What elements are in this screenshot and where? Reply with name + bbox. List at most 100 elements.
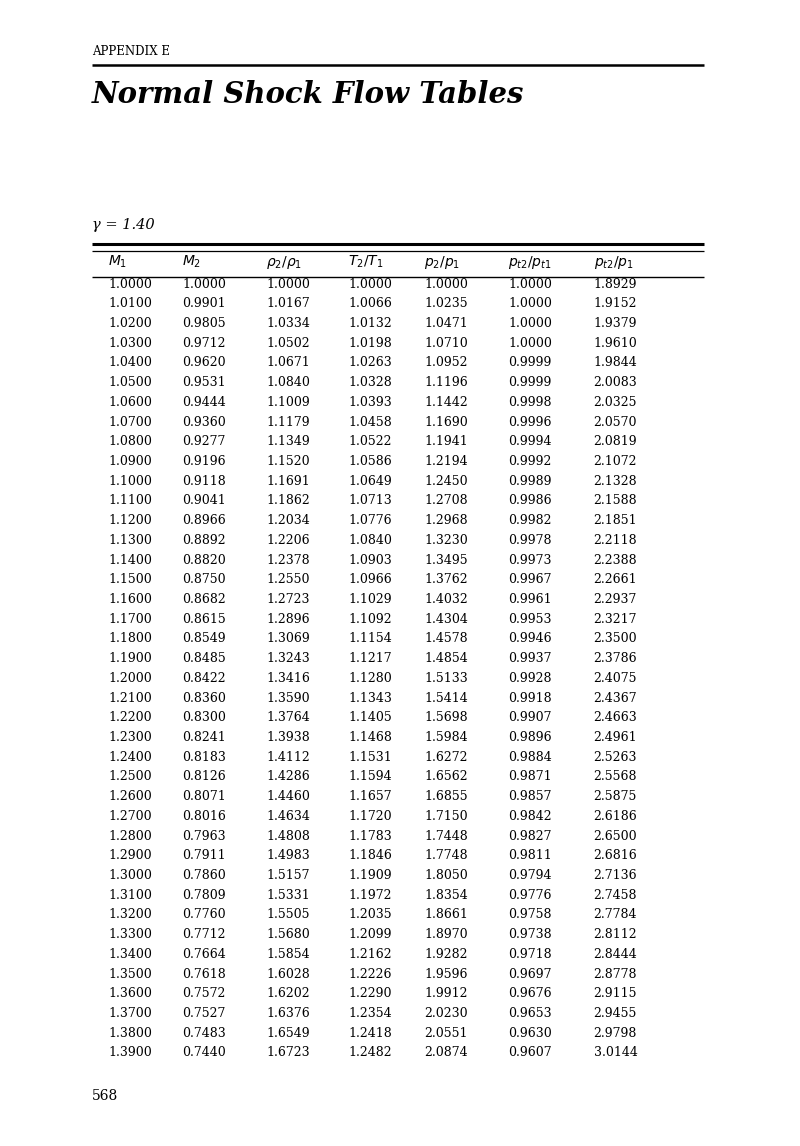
Text: 1.3243: 1.3243 xyxy=(266,652,310,665)
Text: 0.9620: 0.9620 xyxy=(182,356,226,369)
Text: 0.9937: 0.9937 xyxy=(508,652,551,665)
Text: 1.0713: 1.0713 xyxy=(348,494,392,508)
Text: 2.5263: 2.5263 xyxy=(594,751,637,763)
Text: 1.0263: 1.0263 xyxy=(348,356,392,369)
Text: 1.1783: 1.1783 xyxy=(348,830,392,842)
Text: 0.9994: 0.9994 xyxy=(508,435,551,448)
Text: 2.9798: 2.9798 xyxy=(594,1027,637,1039)
Text: 0.9982: 0.9982 xyxy=(508,515,551,527)
Text: 1.0000: 1.0000 xyxy=(108,277,152,291)
Text: 1.3416: 1.3416 xyxy=(266,672,310,685)
Text: 1.1349: 1.1349 xyxy=(266,435,310,448)
Text: 0.9805: 0.9805 xyxy=(182,317,226,330)
Text: 1.2550: 1.2550 xyxy=(266,573,310,587)
Text: 0.8183: 0.8183 xyxy=(182,751,226,763)
Text: 1.1009: 1.1009 xyxy=(266,395,310,409)
Text: 2.2118: 2.2118 xyxy=(594,534,638,547)
Text: 1.0903: 1.0903 xyxy=(348,554,392,566)
Text: 0.9827: 0.9827 xyxy=(508,830,551,842)
Text: 1.0393: 1.0393 xyxy=(348,395,392,409)
Text: 0.7483: 0.7483 xyxy=(182,1027,226,1039)
Text: 1.5414: 1.5414 xyxy=(424,691,468,705)
Text: 1.1972: 1.1972 xyxy=(348,888,391,902)
Text: 1.4112: 1.4112 xyxy=(266,751,310,763)
Text: 0.9794: 0.9794 xyxy=(508,869,551,882)
Text: 1.1343: 1.1343 xyxy=(348,691,392,705)
Text: 1.1500: 1.1500 xyxy=(108,573,152,587)
Text: 1.6855: 1.6855 xyxy=(424,790,468,803)
Text: 2.6500: 2.6500 xyxy=(594,830,638,842)
Text: 0.9946: 0.9946 xyxy=(508,633,552,645)
Text: 1.4854: 1.4854 xyxy=(424,652,468,665)
Text: 1.2206: 1.2206 xyxy=(266,534,310,547)
Text: 1.5331: 1.5331 xyxy=(266,888,310,902)
Text: 1.9282: 1.9282 xyxy=(424,948,467,960)
Text: 0.9978: 0.9978 xyxy=(508,534,551,547)
Text: 1.7150: 1.7150 xyxy=(424,810,468,823)
Text: $p_2/p_1$: $p_2/p_1$ xyxy=(424,254,460,270)
Text: 1.2226: 1.2226 xyxy=(348,967,391,981)
Text: 2.8112: 2.8112 xyxy=(594,928,638,941)
Text: 1.1300: 1.1300 xyxy=(108,534,152,547)
Text: 0.9758: 0.9758 xyxy=(508,909,551,921)
Text: 1.7448: 1.7448 xyxy=(424,830,468,842)
Text: 1.1941: 1.1941 xyxy=(424,435,468,448)
Text: 0.9118: 0.9118 xyxy=(182,474,226,488)
Text: 1.2896: 1.2896 xyxy=(266,613,310,626)
Text: γ = 1.40: γ = 1.40 xyxy=(92,218,154,233)
Text: 1.2290: 1.2290 xyxy=(348,987,391,1000)
Text: 1.0000: 1.0000 xyxy=(182,277,226,291)
Text: 1.1400: 1.1400 xyxy=(108,554,152,566)
Text: 1.6549: 1.6549 xyxy=(266,1027,310,1039)
Text: 0.7572: 0.7572 xyxy=(182,987,226,1000)
Text: 1.3230: 1.3230 xyxy=(424,534,468,547)
Text: 0.9918: 0.9918 xyxy=(508,691,552,705)
Text: 2.1588: 2.1588 xyxy=(594,494,638,508)
Text: 2.1851: 2.1851 xyxy=(594,515,638,527)
Text: 1.0840: 1.0840 xyxy=(348,534,392,547)
Text: 1.5505: 1.5505 xyxy=(266,909,310,921)
Text: 0.8300: 0.8300 xyxy=(182,712,226,724)
Text: 1.1000: 1.1000 xyxy=(108,474,152,488)
Text: 1.9610: 1.9610 xyxy=(594,337,638,350)
Text: 0.8549: 0.8549 xyxy=(182,633,226,645)
Text: 1.2900: 1.2900 xyxy=(108,849,152,862)
Text: 0.7440: 0.7440 xyxy=(182,1046,226,1059)
Text: 1.8929: 1.8929 xyxy=(594,277,637,291)
Text: 1.4634: 1.4634 xyxy=(266,810,310,823)
Text: 0.9857: 0.9857 xyxy=(508,790,551,803)
Text: 1.4808: 1.4808 xyxy=(266,830,310,842)
Text: 0.7712: 0.7712 xyxy=(182,928,226,941)
Text: 2.0083: 2.0083 xyxy=(594,376,638,390)
Text: 1.1100: 1.1100 xyxy=(108,494,152,508)
Text: 1.0900: 1.0900 xyxy=(108,455,152,468)
Text: 0.9953: 0.9953 xyxy=(508,613,551,626)
Text: 1.8050: 1.8050 xyxy=(424,869,468,882)
Text: 1.6272: 1.6272 xyxy=(424,751,467,763)
Text: 2.4075: 2.4075 xyxy=(594,672,637,685)
Text: 0.9928: 0.9928 xyxy=(508,672,551,685)
Text: 2.2661: 2.2661 xyxy=(594,573,638,587)
Text: 1.4460: 1.4460 xyxy=(266,790,310,803)
Text: 1.1029: 1.1029 xyxy=(348,592,392,606)
Text: 0.8016: 0.8016 xyxy=(182,810,226,823)
Text: 1.3800: 1.3800 xyxy=(108,1027,152,1039)
Text: 1.3400: 1.3400 xyxy=(108,948,152,960)
Text: 1.1657: 1.1657 xyxy=(348,790,392,803)
Text: 1.5984: 1.5984 xyxy=(424,731,468,744)
Text: 1.3495: 1.3495 xyxy=(424,554,468,566)
Text: 1.0000: 1.0000 xyxy=(508,317,552,330)
Text: 0.9811: 0.9811 xyxy=(508,849,552,862)
Text: 1.0471: 1.0471 xyxy=(424,317,468,330)
Text: 1.4983: 1.4983 xyxy=(266,849,310,862)
Text: 1.0800: 1.0800 xyxy=(108,435,152,448)
Text: 1.2300: 1.2300 xyxy=(108,731,152,744)
Text: 1.2418: 1.2418 xyxy=(348,1027,392,1039)
Text: 2.0325: 2.0325 xyxy=(594,395,637,409)
Text: 1.2500: 1.2500 xyxy=(108,770,152,784)
Text: 1.3600: 1.3600 xyxy=(108,987,152,1000)
Text: 1.8354: 1.8354 xyxy=(424,888,468,902)
Text: 1.4286: 1.4286 xyxy=(266,770,310,784)
Text: 568: 568 xyxy=(92,1089,118,1104)
Text: 1.5157: 1.5157 xyxy=(266,869,310,882)
